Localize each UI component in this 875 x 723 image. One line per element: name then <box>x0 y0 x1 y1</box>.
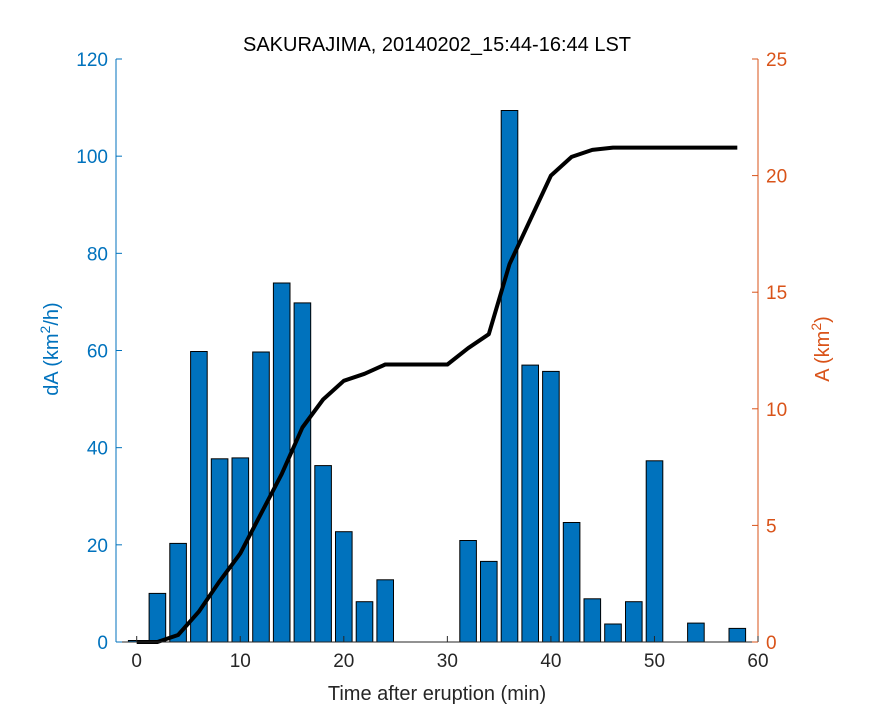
y-tick-label-left: 60 <box>87 342 108 363</box>
x-tick-label: 20 <box>333 651 354 672</box>
bar <box>625 601 643 643</box>
y-axis-label-left: dA (km2/h) <box>37 302 63 395</box>
y-axis-label-left-sup: 2 <box>37 325 53 333</box>
y-tick-label-left: 0 <box>97 633 108 654</box>
y-tick-label-left: 120 <box>76 50 108 71</box>
bar <box>252 351 270 643</box>
x-tick-label: 0 <box>131 651 142 672</box>
y-axis-label-left-tail: /h) <box>41 302 63 325</box>
x-tick-label: 60 <box>747 651 768 672</box>
y-tick-label-right: 5 <box>766 516 777 537</box>
bar <box>583 598 602 643</box>
bar <box>480 560 498 643</box>
y-tick-label-right: 0 <box>766 633 777 654</box>
bar <box>293 302 312 643</box>
bar <box>562 522 581 643</box>
y-tick-label-left: 20 <box>87 536 108 557</box>
y-axis-label-left-base: dA (km <box>41 333 63 395</box>
cumulative-area-line <box>136 145 738 644</box>
bar <box>542 370 560 643</box>
y-tick-label-right: 10 <box>766 400 787 421</box>
y-tick-label-right: 20 <box>766 167 787 188</box>
x-tick-label: 30 <box>437 651 458 672</box>
x-tick-label: 50 <box>644 651 665 672</box>
bar <box>500 110 519 643</box>
y-tick-label-left: 80 <box>87 244 108 265</box>
bar <box>604 623 622 643</box>
chart-title: SAKURAJIMA, 20140202_15:44-16:44 LST <box>243 34 631 56</box>
line-series <box>136 145 738 644</box>
y-axis-label-right-tail: ) <box>812 316 834 323</box>
bar <box>687 622 705 643</box>
x-tick-label: 10 <box>230 651 251 672</box>
bar <box>190 351 208 643</box>
bar <box>355 601 374 643</box>
y-axis-label-right-base: A (km <box>812 331 834 382</box>
bar-series <box>127 110 747 643</box>
bar <box>210 458 229 643</box>
y-tick-label-left: 100 <box>76 147 108 168</box>
y-tick-label-right: 25 <box>766 50 787 71</box>
bar <box>521 364 540 643</box>
bar <box>459 540 477 643</box>
y-tick-label-right: 15 <box>766 283 787 304</box>
y-tick-label-left: 40 <box>87 439 108 460</box>
bar <box>314 465 332 643</box>
bar <box>335 531 353 643</box>
bar <box>148 592 167 643</box>
bar <box>376 579 394 643</box>
x-tick-label: 40 <box>540 651 561 672</box>
y-axis-label-right: A (km2) <box>808 316 834 382</box>
y-axis-label-right-sup: 2 <box>808 323 824 331</box>
x-axis-label: Time after eruption (min) <box>328 683 546 705</box>
bar <box>728 627 747 643</box>
bar <box>645 460 664 643</box>
